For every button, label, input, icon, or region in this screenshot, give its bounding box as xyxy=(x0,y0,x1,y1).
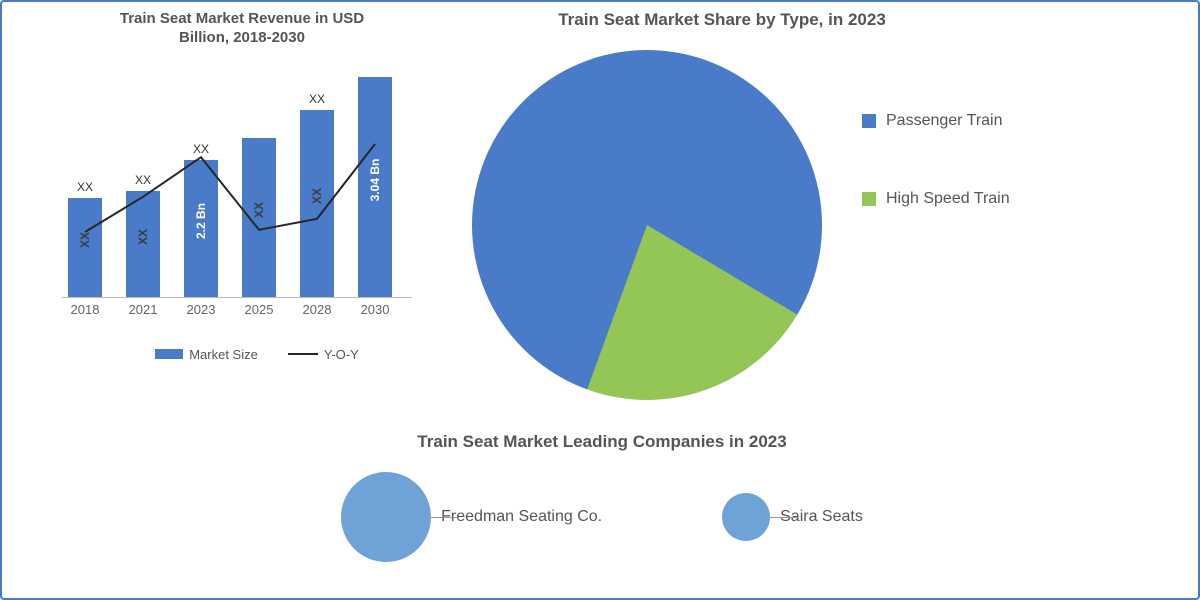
x-axis-label: 2021 xyxy=(129,302,158,317)
square-icon xyxy=(155,349,183,359)
pie-legend-label: Passenger Train xyxy=(886,112,1003,130)
connector-line xyxy=(770,517,798,518)
bar: XXXX xyxy=(300,110,334,297)
pie-legend-item: High Speed Train xyxy=(862,190,1010,208)
bar-inner-label: XX xyxy=(310,188,324,204)
legend-yoy-label: Y-O-Y xyxy=(324,347,359,362)
square-icon xyxy=(862,192,876,206)
line-icon xyxy=(288,353,318,355)
companies-title: Train Seat Market Leading Companies in 2… xyxy=(2,432,1200,452)
bar-inner-label: XX xyxy=(252,202,266,218)
legend-yoy: Y-O-Y xyxy=(288,347,359,362)
pie-chart-legend: Passenger Train High Speed Train xyxy=(862,112,1010,268)
bar: 3.04 Bn xyxy=(358,77,392,297)
bubble-icon xyxy=(722,493,770,541)
bar-plot-area: XXXXXXXX2.2 BnXXXXXXXX3.04 Bn xyxy=(62,78,412,298)
bar-x-axis-labels: 2018 2021 2023 2025 2028 2030 xyxy=(62,302,412,322)
bar-inner-label: 3.04 Bn xyxy=(368,158,382,201)
bar: XXXX xyxy=(68,198,102,297)
company-item: Freedman Seating Co. xyxy=(341,472,602,562)
bar-inner-label: XX xyxy=(136,229,150,245)
bar-inner-label: XX xyxy=(78,232,92,248)
bar: 2.2 BnXX xyxy=(184,160,218,296)
connector-line xyxy=(431,517,459,518)
bar-chart-panel: Train Seat Market Revenue in USD Billion… xyxy=(2,2,452,422)
bar-inner-label: 2.2 Bn xyxy=(194,203,208,239)
legend-market-size: Market Size xyxy=(155,347,258,362)
legend-market-size-label: Market Size xyxy=(189,347,258,362)
bar-chart-title: Train Seat Market Revenue in USD Billion… xyxy=(112,10,372,48)
bubble-icon xyxy=(341,472,431,562)
pie-chart xyxy=(472,36,872,406)
bar-top-label: XX xyxy=(193,142,209,156)
x-axis-label: 2023 xyxy=(187,302,216,317)
pie-legend-item: Passenger Train xyxy=(862,112,1010,130)
x-axis-label: 2030 xyxy=(361,302,390,317)
pie-legend-label: High Speed Train xyxy=(886,190,1010,208)
bar-chart: XXXXXXXX2.2 BnXXXXXXXX3.04 Bn 2018202120… xyxy=(32,66,422,326)
bar: XXXX xyxy=(126,191,160,297)
x-axis-label: 2025 xyxy=(245,302,274,317)
x-axis-label: 2028 xyxy=(303,302,332,317)
bar-chart-legend: Market Size Y-O-Y xyxy=(92,347,422,362)
bar-top-label: XX xyxy=(135,173,151,187)
bar-top-label: XX xyxy=(309,92,325,106)
company-item: Saira Seats xyxy=(722,493,863,541)
square-icon xyxy=(862,114,876,128)
companies-panel: Train Seat Market Leading Companies in 2… xyxy=(2,432,1200,562)
pie-chart-panel: Train Seat Market Share by Type, in 2023… xyxy=(452,2,1198,422)
x-axis-label: 2018 xyxy=(71,302,100,317)
bar: XX xyxy=(242,138,276,296)
bar-top-label: XX xyxy=(77,180,93,194)
pie-graphic xyxy=(472,50,822,400)
companies-row: Freedman Seating Co. Saira Seats xyxy=(2,472,1200,562)
pie-chart-title: Train Seat Market Share by Type, in 2023 xyxy=(482,10,962,30)
company-label: Freedman Seating Co. xyxy=(441,507,602,526)
